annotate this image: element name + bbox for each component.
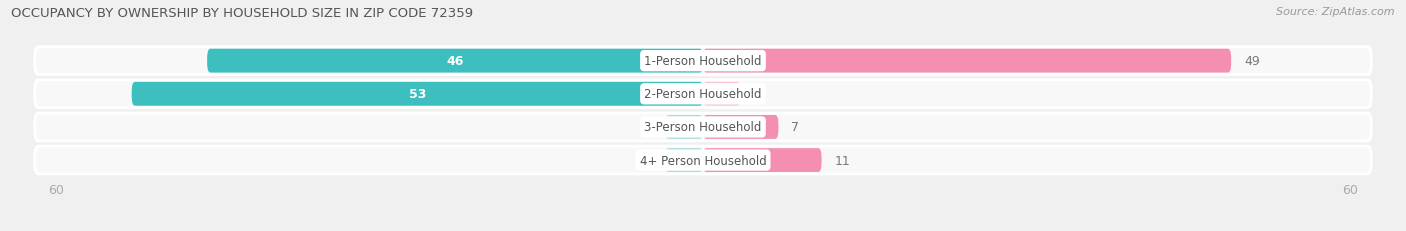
Text: 11: 11 [835,154,851,167]
FancyBboxPatch shape [35,146,1371,174]
Text: 53: 53 [409,88,426,101]
Text: 3-Person Household: 3-Person Household [644,121,762,134]
Text: 0: 0 [648,154,657,167]
FancyBboxPatch shape [703,116,779,139]
FancyBboxPatch shape [665,149,703,172]
FancyBboxPatch shape [35,113,1371,141]
FancyBboxPatch shape [207,49,703,73]
FancyBboxPatch shape [35,81,1371,108]
FancyBboxPatch shape [665,116,703,139]
FancyBboxPatch shape [703,149,821,172]
FancyBboxPatch shape [703,82,741,106]
Text: Source: ZipAtlas.com: Source: ZipAtlas.com [1277,7,1395,17]
Text: OCCUPANCY BY OWNERSHIP BY HOUSEHOLD SIZE IN ZIP CODE 72359: OCCUPANCY BY OWNERSHIP BY HOUSEHOLD SIZE… [11,7,474,20]
Text: 4+ Person Household: 4+ Person Household [640,154,766,167]
Text: 49: 49 [1244,55,1260,68]
Text: 0: 0 [749,88,758,101]
FancyBboxPatch shape [35,48,1371,75]
Text: 46: 46 [446,55,464,68]
FancyBboxPatch shape [132,82,703,106]
Text: 2-Person Household: 2-Person Household [644,88,762,101]
FancyBboxPatch shape [703,49,1232,73]
Text: 1-Person Household: 1-Person Household [644,55,762,68]
Text: 0: 0 [648,121,657,134]
Text: 7: 7 [792,121,800,134]
